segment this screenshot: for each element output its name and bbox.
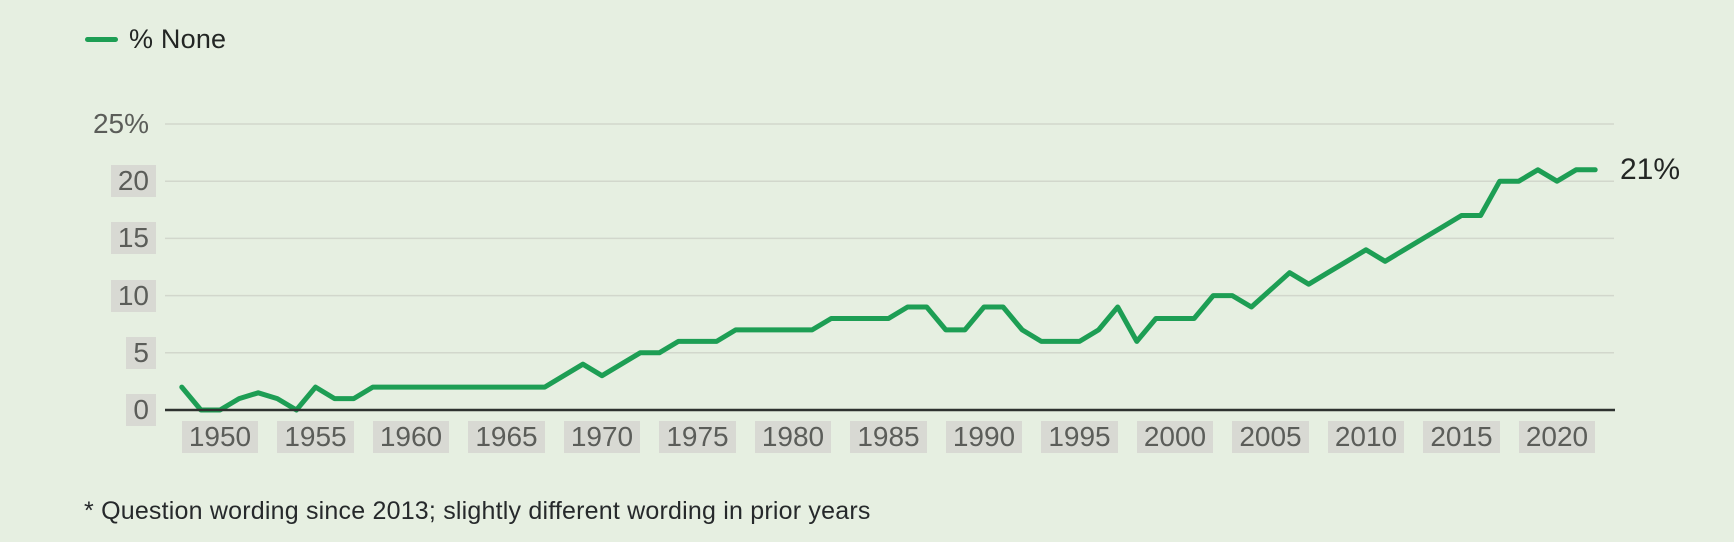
- x-tick-chip: 1980: [754, 421, 832, 453]
- x-tick-label-2015: 2015: [1402, 421, 1522, 453]
- y-tick-label-0: 0: [126, 394, 156, 426]
- x-tick-chip: 1960: [372, 421, 450, 453]
- x-tick-label-1970: 1970: [542, 421, 662, 453]
- x-tick-chip: 1955: [277, 421, 354, 453]
- y-tick-label-25%: 25%: [86, 108, 156, 140]
- x-tick-label-1960: 1960: [351, 421, 471, 453]
- legend: % None: [85, 24, 226, 55]
- series-line--none: [179, 167, 1598, 413]
- x-tick-chip: 2015: [1423, 421, 1500, 453]
- chart-footnote: * Question wording since 2013; slightly …: [84, 497, 871, 525]
- legend-label: % None: [129, 24, 227, 54]
- series-end-value-label: 21%: [1620, 152, 1681, 186]
- x-tick-chip: 1965: [468, 421, 545, 453]
- x-tick-label-2010: 2010: [1306, 421, 1426, 453]
- y-tick-chip: 10: [110, 279, 156, 312]
- x-tick-label-2020: 2020: [1497, 421, 1617, 453]
- x-tick-label-2005: 2005: [1211, 421, 1331, 453]
- x-tick-chip: 2000: [1136, 421, 1214, 453]
- x-tick-chip: 1990: [945, 421, 1023, 453]
- x-tick-chip: 1985: [850, 421, 927, 453]
- y-tick-label-20: 20: [110, 165, 156, 198]
- x-tick-label-1995: 1995: [1020, 421, 1140, 453]
- x-tick-chip: 2005: [1232, 421, 1309, 453]
- x-tick-label-1975: 1975: [638, 421, 758, 453]
- y-tick-chip: 20: [110, 165, 156, 198]
- y-tick-chip: 0: [126, 394, 156, 426]
- x-tick-chip: 2010: [1327, 421, 1405, 453]
- y-tick-label-15: 15: [110, 222, 156, 255]
- x-tick-chip: 2020: [1518, 421, 1596, 453]
- x-tick-label-2000: 2000: [1115, 421, 1235, 453]
- y-tick-label-10: 10: [110, 279, 156, 312]
- x-tick-label-1950: 1950: [160, 421, 280, 453]
- y-tick-text: 25%: [92, 108, 149, 139]
- x-tick-label-1980: 1980: [733, 421, 853, 453]
- y-tick-chip: 15: [110, 222, 156, 255]
- y-tick-label-5: 5: [126, 336, 156, 369]
- x-tick-chip: 1975: [659, 421, 736, 453]
- x-tick-chip: 1970: [563, 421, 641, 453]
- x-tick-chip: 1995: [1041, 421, 1118, 453]
- x-tick-label-1965: 1965: [447, 421, 567, 453]
- x-tick-label-1990: 1990: [924, 421, 1044, 453]
- x-tick-label-1985: 1985: [829, 421, 949, 453]
- x-tick-label-1955: 1955: [256, 421, 376, 453]
- x-tick-chip: 1950: [181, 421, 259, 453]
- y-tick-chip: 5: [126, 336, 156, 369]
- legend-line-swatch-icon: [85, 37, 118, 42]
